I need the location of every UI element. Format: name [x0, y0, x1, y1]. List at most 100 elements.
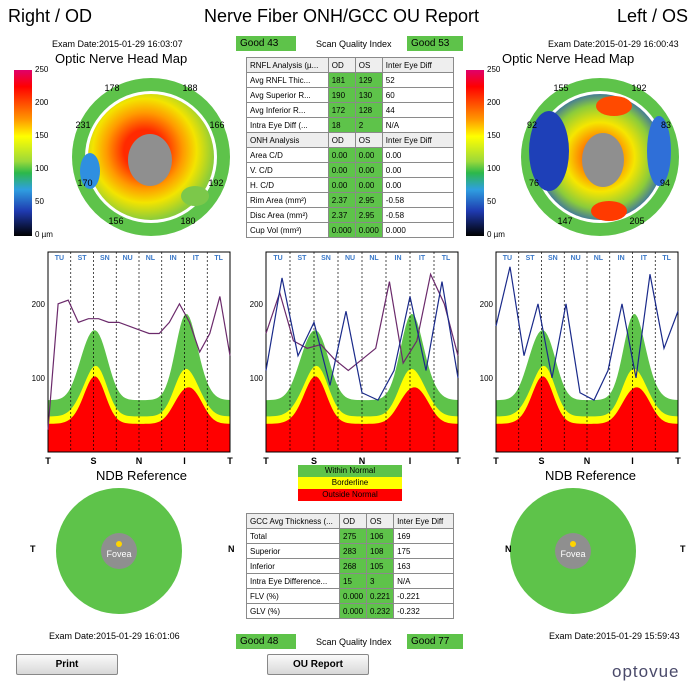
- sector-value: 83: [661, 120, 671, 130]
- sector-label: ST: [78, 255, 88, 262]
- y-tick-label: 200: [250, 300, 264, 309]
- colorbar-tick: 0 µm: [487, 230, 505, 239]
- table-cell: 0.00: [354, 162, 383, 178]
- sector-label: IN: [618, 255, 625, 262]
- table-cell: Total: [245, 528, 341, 544]
- sector-label: IN: [395, 255, 402, 262]
- x-axis-label: S: [538, 456, 544, 466]
- x-axis-label: N: [136, 456, 143, 466]
- table-cell: Avg Inferior R...: [246, 102, 329, 118]
- onh-map-os: 155 192 83 94 205 147 76 92: [521, 78, 679, 236]
- sector-label: ST: [526, 255, 536, 262]
- fovea-label-os: Fovea: [560, 549, 585, 559]
- ndb-map-os: Fovea: [510, 488, 636, 614]
- sqi-od-badge: Good 43: [236, 36, 296, 51]
- table-row: Avg Superior R... 190 130 60: [246, 87, 455, 103]
- os-patient-line: [495, 266, 679, 401]
- fovea-label-od: Fovea: [106, 549, 131, 559]
- sector-label: NL: [594, 255, 604, 262]
- table-cell: 0.000: [339, 588, 368, 604]
- table-row: GLV (%) 0.000 0.232 -0.232: [245, 603, 454, 619]
- print-button[interactable]: Print: [16, 654, 118, 675]
- sector-label: ST: [298, 255, 308, 262]
- table-cell: 0.00: [381, 177, 455, 193]
- table-cell: -0.232: [393, 603, 454, 619]
- y-tick-label: 100: [250, 374, 264, 383]
- table-cell: 0.000: [327, 222, 356, 238]
- exam-date-od: Exam Date:2015-01-29 16:03:07: [52, 39, 183, 49]
- table-cell: 2.95: [354, 207, 383, 223]
- table-cell: 175: [393, 543, 454, 559]
- table-cell: Area C/D: [246, 147, 329, 163]
- table-row: Rim Area (mm²) 2.37 2.95 -0.58: [246, 192, 455, 208]
- colorbar-od: [14, 70, 32, 236]
- y-tick-label: 200: [480, 300, 494, 309]
- ndb-title-os: NDB Reference: [545, 468, 637, 483]
- table-header-cell: OD: [327, 132, 356, 148]
- table-cell: Rim Area (mm²): [246, 192, 329, 208]
- table-cell: 268: [339, 558, 368, 574]
- sector-value: 156: [108, 216, 123, 226]
- sector-label: IT: [641, 255, 648, 262]
- table-cell: Cup Vol (mm³): [246, 222, 329, 238]
- colorbar-tick: 200: [487, 98, 501, 107]
- table-cell: 0.221: [366, 588, 395, 604]
- table-cell: 52: [381, 72, 455, 88]
- table-cell: -0.58: [381, 207, 455, 223]
- x-axis-label: I: [631, 456, 634, 466]
- x-axis-label: S: [311, 456, 317, 466]
- os-line: [265, 277, 459, 401]
- x-axis-label: N: [359, 456, 366, 466]
- table-row: Avg Inferior R... 172 128 44: [246, 102, 455, 118]
- colorbar-tick: 50: [35, 197, 44, 206]
- sector-value: 180: [180, 216, 195, 226]
- sqi-label-bottom: Scan Quality Index: [316, 637, 392, 647]
- sqi-label: Scan Quality Index: [316, 39, 392, 49]
- gcc-table: GCC Avg Thickness (... OD OS Inter Eye Diff…: [245, 513, 454, 619]
- table-cell: 0.00: [327, 177, 356, 193]
- table-header-cell: OS: [354, 132, 383, 148]
- optovue-logo: optovue: [612, 662, 680, 681]
- sector-label: SN: [321, 255, 331, 262]
- sector-value: 92: [527, 120, 537, 130]
- onh-map-title-os: Optic Nerve Head Map: [502, 51, 635, 66]
- table-cell: Avg RNFL Thic...: [246, 72, 329, 88]
- legend-within-normal: Within Normal: [298, 465, 402, 477]
- y-tick-label: 200: [32, 300, 46, 309]
- colorbar-tick: 100: [487, 164, 501, 173]
- table-header-cell: OS: [366, 513, 395, 529]
- x-axis-label: T: [45, 456, 51, 466]
- ou-report-button[interactable]: OU Report: [267, 654, 369, 675]
- sector-label: TU: [273, 255, 282, 262]
- table-cell: 0.232: [366, 603, 395, 619]
- table-cell: 2.95: [354, 192, 383, 208]
- ndb-map-od: Fovea: [56, 488, 182, 614]
- sector-label: NU: [345, 255, 355, 262]
- sector-value: 155: [553, 83, 568, 93]
- table-cell: 0.00: [354, 147, 383, 163]
- x-axis-label: T: [493, 456, 499, 466]
- left-os-label: Left / OS: [617, 6, 689, 26]
- sector-value: 178: [104, 83, 119, 93]
- colorbar-tick: 250: [487, 65, 501, 74]
- table-cell: Avg Superior R...: [246, 87, 329, 103]
- sqi-os-badge: Good 53: [407, 36, 463, 51]
- table-cell: 129: [354, 72, 383, 88]
- table-header-cell: OD: [339, 513, 368, 529]
- table-header-cell: RNFL Analysis (µ...: [246, 57, 329, 73]
- onh-map-title-od: Optic Nerve Head Map: [55, 51, 188, 66]
- colorbar-tick: 100: [35, 164, 49, 173]
- exam-date-os-bottom: Exam Date:2015-01-29 15:59:43: [549, 631, 680, 641]
- sector-label: TU: [503, 255, 512, 262]
- sector-label: TU: [55, 255, 64, 262]
- x-axis-label: T: [227, 456, 233, 466]
- table-cell: 169: [393, 528, 454, 544]
- sector-label: IN: [170, 255, 177, 262]
- colorbar-os: [466, 70, 484, 236]
- table-row: FLV (%) 0.000 0.221 -0.221: [245, 588, 454, 604]
- sqi-od-badge-bottom: Good 48: [236, 634, 296, 649]
- table-cell: N/A: [393, 573, 454, 589]
- od-patient-line: [47, 296, 231, 430]
